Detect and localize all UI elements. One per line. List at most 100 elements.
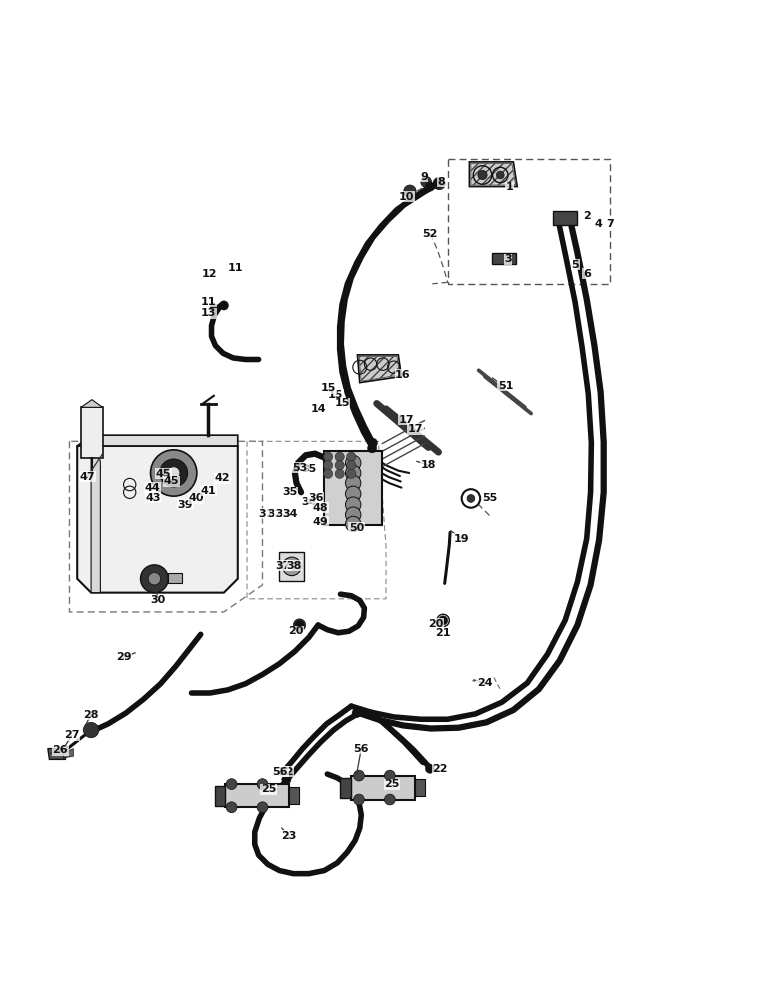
Text: 23: 23 [281,831,296,841]
Circle shape [160,459,188,487]
Text: 40: 40 [188,493,204,503]
Text: 2: 2 [583,211,591,221]
Text: 17: 17 [398,415,414,425]
Circle shape [345,497,361,512]
Text: 20: 20 [288,626,303,636]
Bar [215,786,225,806]
Text: 17: 17 [408,424,423,434]
Text: 56: 56 [273,767,288,777]
Circle shape [438,616,448,625]
Circle shape [345,455,361,471]
Circle shape [148,573,161,585]
Circle shape [210,304,219,313]
Text: 6: 6 [583,269,591,279]
Circle shape [226,779,237,790]
Text: 55: 55 [482,493,498,503]
Circle shape [384,770,395,781]
Text: 13: 13 [201,308,216,318]
Text: 31: 31 [259,509,274,519]
Text: 41: 41 [201,486,216,496]
Bar [290,787,299,804]
Text: 32: 32 [267,509,283,519]
Bar [81,407,103,458]
Circle shape [335,469,344,478]
Bar [279,552,304,581]
Polygon shape [357,355,401,383]
Text: 37: 37 [276,561,291,571]
Text: 16: 16 [395,370,411,380]
Circle shape [141,565,168,593]
Text: 52: 52 [422,229,438,239]
Circle shape [257,779,268,790]
Text: 36: 36 [308,493,323,503]
Circle shape [467,495,475,502]
Text: 30: 30 [151,595,166,605]
Text: 50: 50 [349,523,364,533]
Text: 44: 44 [145,483,161,493]
Polygon shape [77,446,238,593]
Circle shape [335,461,344,470]
Circle shape [425,764,435,773]
Text: 49: 49 [313,517,328,527]
Text: 24: 24 [477,678,493,688]
Polygon shape [77,435,238,446]
Polygon shape [81,400,103,407]
Circle shape [433,177,445,190]
Text: 15: 15 [334,398,350,408]
Circle shape [323,452,333,461]
Text: 4: 4 [594,219,602,229]
Circle shape [347,461,356,470]
Circle shape [335,452,344,461]
Circle shape [368,438,378,448]
Text: 56: 56 [354,744,369,754]
Polygon shape [63,749,73,758]
Circle shape [323,461,333,470]
Bar [168,573,182,583]
Circle shape [323,469,333,478]
Text: 53: 53 [293,463,308,473]
Polygon shape [469,162,517,187]
Text: 9: 9 [420,172,428,182]
Circle shape [345,475,361,491]
Circle shape [434,179,443,188]
Text: 43: 43 [145,493,161,503]
Circle shape [282,775,291,784]
Text: 29: 29 [116,652,131,662]
Text: 48: 48 [313,503,328,513]
Circle shape [295,620,304,630]
Text: 25: 25 [261,784,276,794]
Text: 33: 33 [275,509,290,519]
Text: 1: 1 [506,182,513,192]
Bar [340,778,351,798]
Text: 28: 28 [83,710,99,720]
Circle shape [345,507,361,522]
Text: 20: 20 [428,619,444,629]
Polygon shape [351,776,415,800]
Text: 11: 11 [201,297,216,307]
Text: 8: 8 [438,177,445,187]
Text: 21: 21 [435,628,451,638]
Circle shape [345,516,361,532]
Text: 45: 45 [164,476,179,486]
Circle shape [352,708,361,718]
Circle shape [347,452,356,461]
Circle shape [404,185,416,197]
Polygon shape [553,211,577,225]
Text: 39: 39 [178,500,193,510]
Text: 10: 10 [399,192,415,202]
Circle shape [496,171,504,179]
Circle shape [347,469,356,478]
Text: 38: 38 [286,561,302,571]
Circle shape [354,770,364,781]
Circle shape [345,465,361,481]
Text: 18: 18 [421,460,436,470]
Circle shape [151,450,197,496]
Text: 35: 35 [283,487,298,497]
Circle shape [219,301,229,310]
Text: 27: 27 [64,730,80,740]
Circle shape [226,802,237,813]
Text: 25: 25 [384,779,400,789]
Circle shape [354,794,364,805]
Text: 22: 22 [432,764,448,774]
Circle shape [425,182,435,191]
